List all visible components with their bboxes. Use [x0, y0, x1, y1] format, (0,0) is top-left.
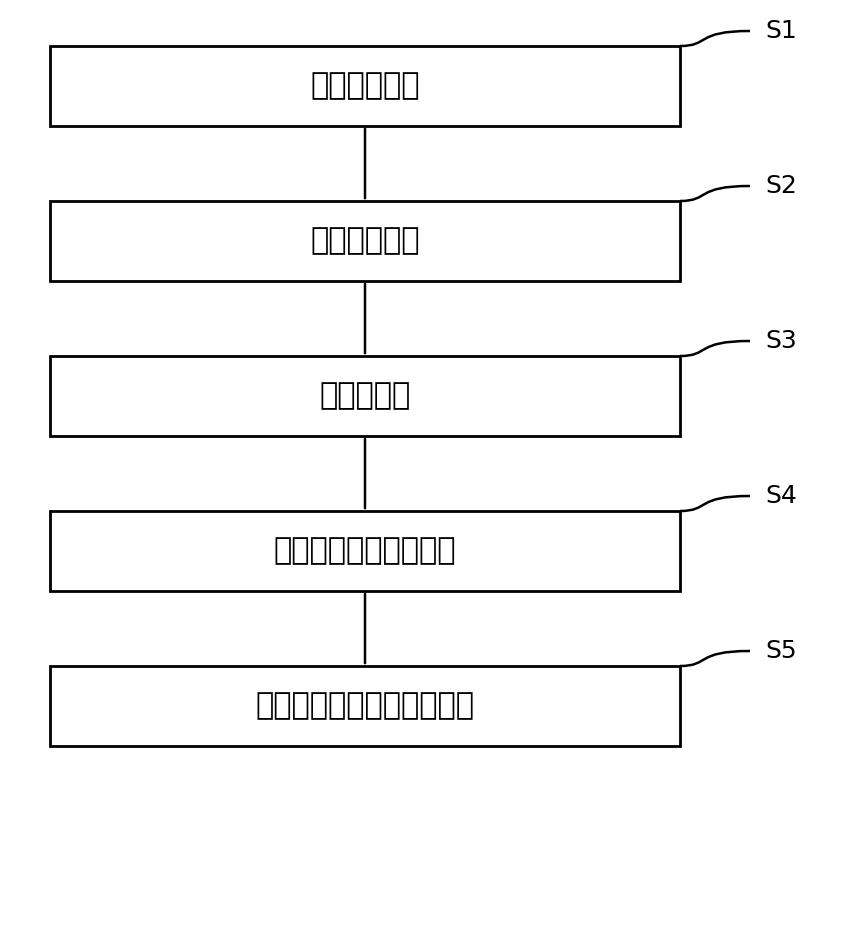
Text: S1: S1 — [765, 19, 796, 43]
Text: S2: S2 — [765, 174, 797, 198]
Text: 组装流室检测试验装置: 组装流室检测试验装置 — [273, 536, 456, 566]
Text: 使细胞贴壁: 使细胞贴壁 — [319, 381, 411, 410]
FancyBboxPatch shape — [50, 356, 680, 436]
Text: 制作细胞悬液: 制作细胞悬液 — [310, 227, 419, 256]
FancyBboxPatch shape — [50, 201, 680, 281]
Text: 收集样品，做后续检测试验: 收集样品，做后续检测试验 — [256, 692, 475, 721]
FancyBboxPatch shape — [50, 511, 680, 591]
FancyBboxPatch shape — [50, 46, 680, 126]
Text: S5: S5 — [765, 639, 796, 663]
Text: S3: S3 — [765, 329, 796, 353]
FancyBboxPatch shape — [50, 666, 680, 746]
Text: S4: S4 — [765, 484, 797, 508]
Text: 选择流体小室: 选择流体小室 — [310, 72, 419, 101]
